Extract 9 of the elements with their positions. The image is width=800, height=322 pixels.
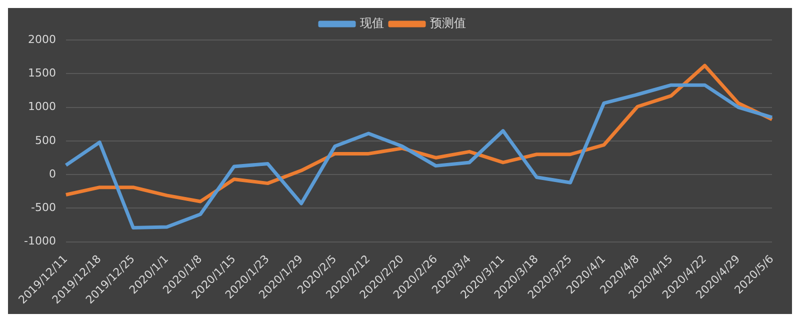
legend-label: 预测值 [430,16,466,30]
y-tick-label: -500 [30,201,56,214]
y-tick-label: 2000 [28,32,56,46]
y-tick-label: 0 [48,167,56,180]
y-tick-label: 500 [34,134,56,147]
y-tick-label: 1000 [28,100,56,114]
legend-label: 现值 [360,16,384,30]
y-tick-label: -1000 [24,234,56,248]
y-tick-label: 1500 [28,66,56,80]
